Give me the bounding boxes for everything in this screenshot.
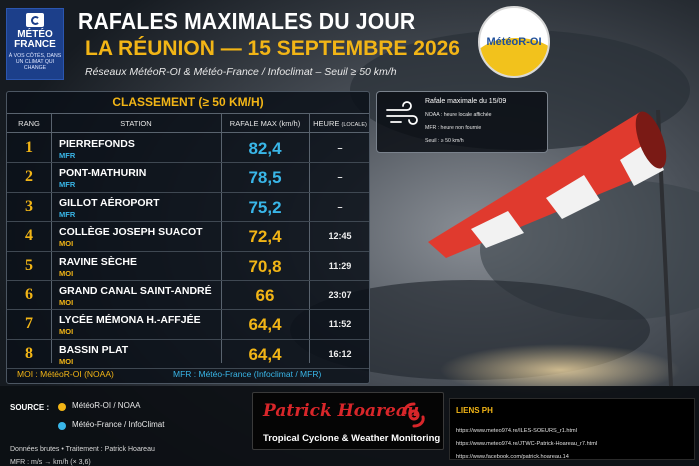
conversion-note: MFR : m/s → km/h (× 3,6) <box>10 459 91 466</box>
divider <box>51 113 52 363</box>
ph-logo-tagline: Tropical Cyclone & Weather Monitoring <box>263 433 441 444</box>
links-title: LIENS PH <box>456 406 493 415</box>
meteo-france-name: MÉTÉO FRANCE <box>14 29 56 50</box>
gust-time: – <box>337 201 343 212</box>
meteor-oi-logo: MétéoR-OI <box>478 6 550 78</box>
source-label: SOURCE : <box>10 403 50 412</box>
column-gust: RAFALE MAX (km/h) <box>229 119 301 128</box>
column-station: STATION <box>120 119 152 128</box>
gust-value: 78,5 <box>248 168 282 188</box>
gust-value: 70,8 <box>248 256 282 276</box>
station-network: MOI <box>59 327 74 337</box>
ranking-heading: CLASSEMENT (≥ 50 KM/H) <box>112 95 264 109</box>
network-legend: MOI : MétéoR-OI (NOAA) MFR : Météo-Franc… <box>7 365 369 383</box>
table-row: 3 GILLOT AÉROPORT MFR 75,2 – <box>7 193 369 223</box>
gust-value: 75,2 <box>248 197 282 217</box>
station-name: BASSIN PLAT <box>59 343 129 356</box>
meteo-france-logo: MÉTÉO FRANCE À VOS CÔTÉS, DANS UN CLIMAT… <box>6 8 64 80</box>
gust-time: – <box>337 172 343 183</box>
rank-number: 5 <box>25 256 33 274</box>
station-name: GILLOT AÉROPORT <box>59 196 160 209</box>
page-title: RAFALES MAXIMALES DU JOUR <box>78 8 416 34</box>
legend-mfr: MFR : Météo-France (Infoclimat / MFR) <box>173 369 322 379</box>
gust-time: 11:52 <box>328 319 352 330</box>
mfr-dot-icon <box>58 422 66 430</box>
gust-value: 64,4 <box>248 315 282 335</box>
info-box: Rafale maximale du 15/09 NOAA : heure lo… <box>376 91 548 153</box>
cyclone-icon <box>403 402 425 428</box>
sun-icon <box>480 38 548 76</box>
page-date-line: LA RÉUNION — 15 SEPTEMBRE 2026 <box>85 37 460 60</box>
ranking-panel: CLASSEMENT (≥ 50 KM/H) RANG STATION RAFA… <box>6 91 370 384</box>
footer: SOURCE : MétéoR-OI / NOAA Météo-France /… <box>0 388 699 466</box>
info-line: MFR : heure non fournie <box>425 125 482 131</box>
station-network: MOI <box>59 298 74 307</box>
table-row: 6 GRAND CANAL SAINT-ANDRÉ MOI 66 23:07 <box>7 281 369 311</box>
patrick-hoareau-logo: Patrick Hoareau Tropical Cyclone & Weath… <box>252 392 444 450</box>
gust-time: 16:12 <box>328 348 352 359</box>
station-network: MFR <box>59 180 76 190</box>
column-time-label: HEURE <box>313 119 340 128</box>
table-row: 8 BASSIN PLAT MOI 64,4 16:12 <box>7 340 369 370</box>
ph-logo-name: Patrick Hoareau <box>263 401 420 421</box>
rank-number: 1 <box>25 139 33 156</box>
station-network: MFR <box>59 209 76 219</box>
gust-time: 12:45 <box>328 231 352 242</box>
legend-moi: MOI : MétéoR-OI (NOAA) <box>17 369 114 379</box>
station-network: MOI <box>59 356 74 366</box>
station-name: PIERREFONDS <box>59 138 135 150</box>
info-title: Rafale maximale du 15/09 <box>425 98 507 105</box>
source-mfr: Météo-France / InfoClimat <box>72 420 165 429</box>
info-line: Seuil : ≥ 50 km/h <box>425 138 464 144</box>
meteo-france-tagline: À VOS CÔTÉS, DANS UN CLIMAT QUI CHANGE <box>8 53 62 71</box>
table-row: 5 RAVINE SÈCHE MOI 70,8 11:29 <box>7 252 369 281</box>
station-name: LYCÉE MÉMONA H.-AFFJÉE <box>59 314 201 327</box>
station-name: COLLÈGE JOSEPH SUACOT <box>59 226 203 239</box>
station-network: MOI <box>59 268 74 278</box>
gust-value: 82,4 <box>248 139 282 158</box>
wind-icon <box>386 101 418 125</box>
rank-number: 6 <box>25 286 33 303</box>
table-row: 2 PONT-MATHURIN MFR 78,5 – <box>7 163 369 193</box>
station-network: MFR <box>59 151 76 160</box>
gust-time: 11:29 <box>328 260 352 271</box>
station-name: RAVINE SÈCHE <box>59 255 137 268</box>
source-moi: MétéoR-OI / NOAA <box>72 401 141 410</box>
rank-number: 8 <box>25 344 33 362</box>
credit-line: Données brutes • Traitement : Patrick Ho… <box>10 446 155 453</box>
column-time-note: (LOCALE) <box>341 122 367 128</box>
table-row: 1 PIERREFONDS MFR 82,4 – <box>7 134 369 164</box>
gust-value: 72,4 <box>248 227 282 247</box>
link[interactable]: https://www.meteo974.re/ILES-SOEURS_r1.h… <box>456 428 577 434</box>
windsock-icon <box>428 111 667 258</box>
info-line: NOAA : heure locale affichée <box>425 112 492 118</box>
station-name: GRAND CANAL SAINT-ANDRÉ <box>59 285 212 297</box>
station-network: MOI <box>59 239 74 249</box>
rank-number: 3 <box>25 197 33 215</box>
gust-time: – <box>337 143 343 153</box>
divider <box>221 113 222 363</box>
station-name: PONT-MATHURIN <box>59 167 147 180</box>
meteor-oi-logo-text: MétéoR-OI <box>486 36 542 48</box>
rank-number: 2 <box>25 168 33 186</box>
links-box: LIENS PH https://www.meteo974.re/ILES-SO… <box>449 398 695 460</box>
column-rank: RANG <box>18 119 40 128</box>
gust-time: 23:07 <box>328 290 352 300</box>
table-row: 7 LYCÉE MÉMONA H.-AFFJÉE MOI 64,4 11:52 <box>7 310 369 340</box>
page-subtitle: Réseaux MétéoR-OI & Météo-France / Infoc… <box>85 66 397 78</box>
link[interactable]: https://www.facebook.com/patrick.hoareau… <box>456 454 569 460</box>
rank-number: 7 <box>25 315 33 333</box>
column-time: HEURE (LOCALE) <box>309 114 371 135</box>
rank-number: 4 <box>25 227 33 245</box>
table-header: RANG STATION RAFALE MAX (km/h) HEURE (LO… <box>7 113 369 133</box>
moi-dot-icon <box>58 403 66 411</box>
meteo-france-mark-icon <box>26 13 44 27</box>
gust-value: 66 <box>255 286 275 305</box>
gust-value: 64,4 <box>248 344 282 364</box>
divider <box>309 113 310 363</box>
table-row: 4 COLLÈGE JOSEPH SUACOT MOI 72,4 12:45 <box>7 222 369 252</box>
link[interactable]: https://www.meteo974.re/JTWC-Patrick-Hoa… <box>456 441 598 447</box>
